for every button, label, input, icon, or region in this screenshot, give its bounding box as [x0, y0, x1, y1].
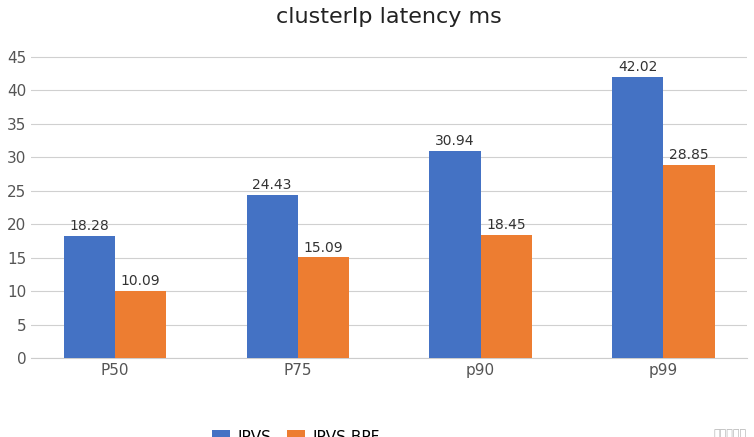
Bar: [64, 236, 115, 358]
Text: 10.09: 10.09: [121, 274, 161, 288]
Bar: [664, 165, 715, 358]
Text: 18.28: 18.28: [69, 219, 109, 233]
Text: 15.09: 15.09: [304, 241, 343, 255]
Text: 18.45: 18.45: [486, 218, 526, 232]
Bar: [247, 195, 298, 358]
Legend: IPVS, IPVS-BPF: IPVS, IPVS-BPF: [206, 424, 386, 437]
Text: 腾讯云原生
@51CTO博客: 腾讯云原生 @51CTO博客: [685, 429, 747, 437]
Text: 28.85: 28.85: [669, 149, 709, 163]
Text: 42.02: 42.02: [618, 60, 657, 74]
Bar: [429, 151, 480, 358]
Bar: [298, 257, 349, 358]
Title: clusterIp latency ms: clusterIp latency ms: [276, 7, 502, 27]
Text: 30.94: 30.94: [435, 135, 475, 149]
Bar: [480, 235, 532, 358]
Bar: [115, 291, 166, 358]
Text: 24.43: 24.43: [253, 178, 292, 192]
Bar: [612, 77, 664, 358]
